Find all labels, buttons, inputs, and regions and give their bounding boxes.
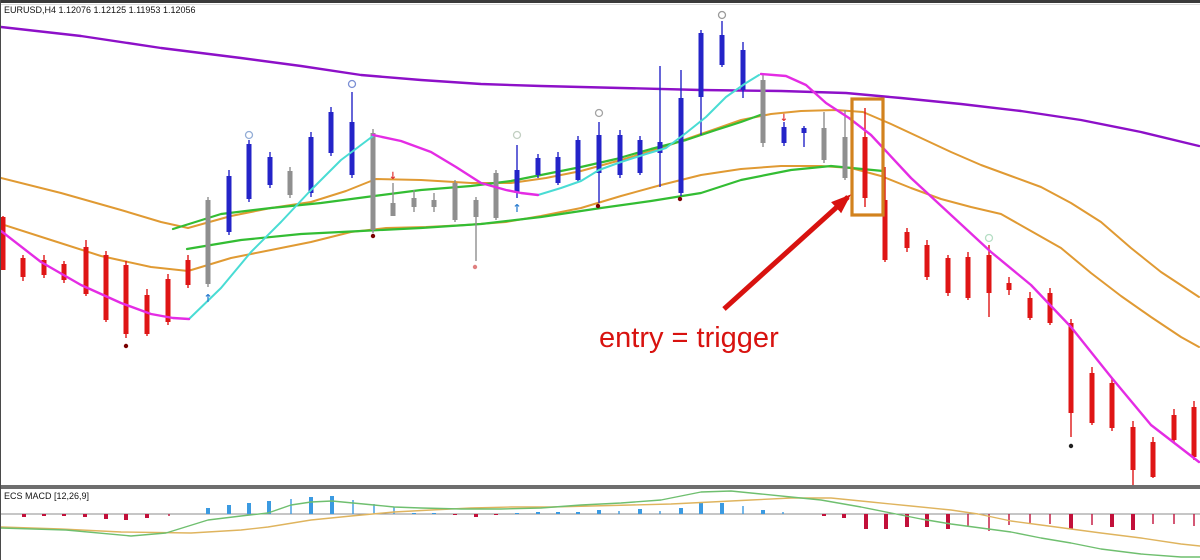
window-top-border bbox=[1, 0, 1200, 3]
macd-lines bbox=[1, 490, 1200, 558]
panel-divider bbox=[1, 485, 1200, 489]
fast-ma-layer bbox=[1, 72, 1200, 464]
ma-bands-layer bbox=[1, 25, 1200, 348]
macd-indicator-label: ECS MACD [12,26,9] bbox=[4, 491, 90, 501]
entry-arrow bbox=[722, 194, 851, 311]
svg-text:↓: ↓ bbox=[780, 113, 788, 124]
ohlc-readout: EURUSD,H4 1.12076 1.12125 1.11953 1.1205… bbox=[4, 5, 196, 15]
macd-indicator-panel[interactable] bbox=[1, 489, 1200, 560]
svg-text:↑: ↑ bbox=[203, 292, 212, 305]
entry-highlight-box bbox=[850, 97, 885, 217]
signal-markers-layer: ↑ ↑ ↓ ↓ bbox=[123, 10, 1074, 449]
svg-text:↑: ↑ bbox=[512, 202, 521, 215]
svg-text:↓: ↓ bbox=[389, 171, 397, 182]
main-price-chart[interactable]: ↑ ↑ ↓ ↓ bbox=[1, 0, 1200, 485]
top-hairline bbox=[1, 4, 1200, 5]
candles-layer bbox=[1, 21, 1197, 485]
entry-annotation-text: entry = trigger bbox=[599, 322, 779, 354]
